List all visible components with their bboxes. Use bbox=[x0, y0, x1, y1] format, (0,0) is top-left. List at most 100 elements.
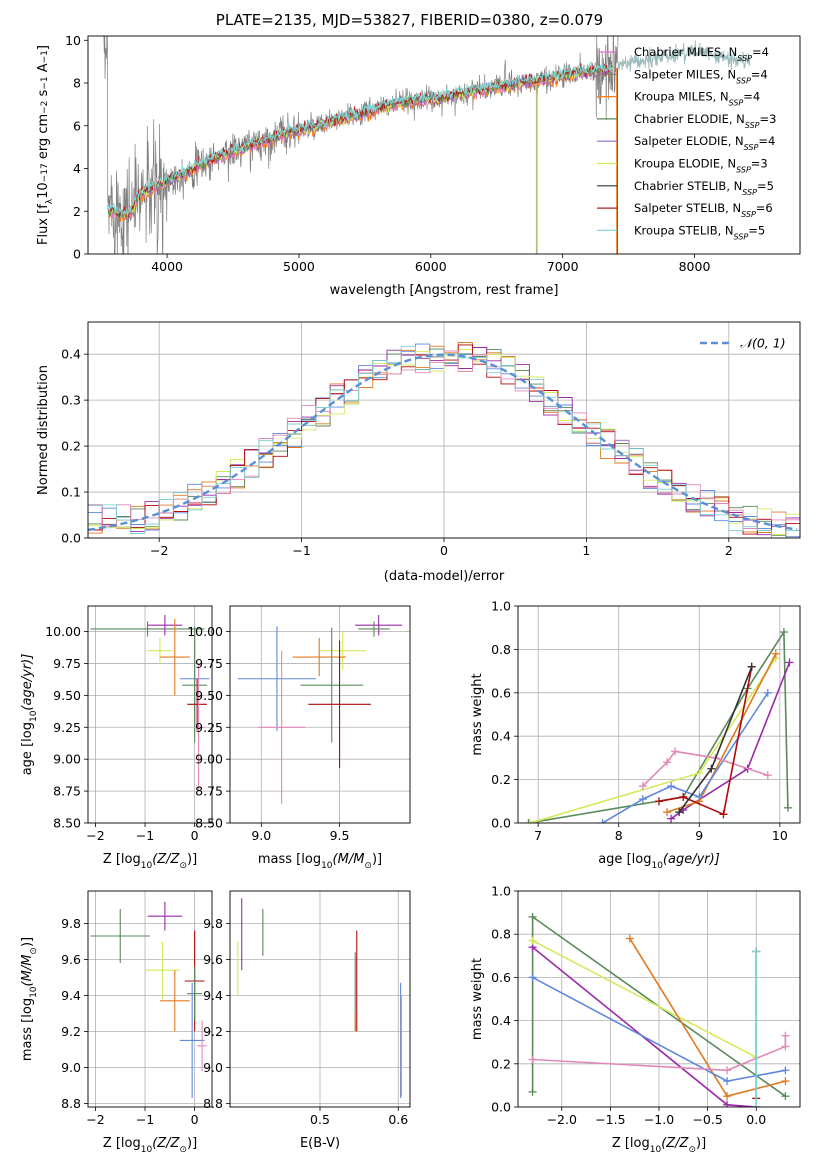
y-tick-label: 0.2 bbox=[491, 772, 511, 787]
errorbar-point bbox=[258, 650, 306, 804]
errorbar-point bbox=[292, 637, 346, 677]
data-point-marker bbox=[763, 771, 772, 780]
data-point-marker bbox=[752, 1103, 761, 1107]
histogram-series-1 bbox=[88, 342, 800, 538]
y-tick-label: 0.2 bbox=[491, 1056, 511, 1071]
errorbar-point bbox=[90, 621, 205, 637]
legend-entry: Kroupa STELIB, NSSP=5 bbox=[634, 223, 765, 241]
x-tick-label: 0.5 bbox=[310, 1112, 330, 1127]
data-point-marker bbox=[779, 628, 788, 637]
svg-text:mass [log10(M/M⊙)]: mass [log10(M/M⊙)] bbox=[258, 852, 382, 871]
y-tick-label: 0.4 bbox=[61, 347, 81, 362]
y-tick-label: 8.8 bbox=[61, 1096, 81, 1111]
data-point-marker bbox=[675, 808, 684, 817]
weight-series-yellow_fit bbox=[532, 939, 757, 1059]
model-spectrum-extension-line bbox=[617, 40, 751, 72]
y-axis-label: mass weight bbox=[470, 673, 485, 755]
y-tick-label: 10.00 bbox=[45, 624, 81, 639]
y-tick-label: 9.50 bbox=[53, 688, 81, 703]
y-tick-label: 0.4 bbox=[491, 1013, 511, 1028]
y-tick-label: 0 bbox=[73, 247, 81, 262]
errorbar-point bbox=[197, 1020, 208, 1071]
data-point-marker bbox=[781, 1092, 790, 1101]
y-tick-label: 0.1 bbox=[61, 485, 81, 500]
errorbar-point bbox=[147, 901, 183, 931]
y-tick-label: 4 bbox=[73, 161, 81, 176]
residual-histogram-panel: −2 −1 0 1 2 0.0 0.1 0.2 0.3 0.4 (data-model)/error… bbox=[36, 321, 801, 584]
y-tick-label: 10.00 bbox=[187, 624, 223, 639]
y-tick-label: 10 bbox=[65, 33, 81, 48]
data-point-marker bbox=[785, 658, 794, 667]
data-point-marker bbox=[667, 814, 676, 823]
data-point-marker bbox=[638, 795, 647, 804]
x-tick-label: 7 bbox=[534, 828, 542, 843]
y-tick-label: 0.3 bbox=[61, 393, 81, 408]
data-point-marker bbox=[679, 792, 688, 801]
svg-text:age [log10(age/yr)]: age [log10(age/yr)] bbox=[20, 654, 39, 776]
x-tick-label: 9 bbox=[695, 828, 703, 843]
data-point-marker bbox=[598, 819, 607, 823]
svg-text:age [log10(age/yr)]: age [log10(age/yr)] bbox=[598, 852, 720, 871]
x-tick-label: 10 bbox=[772, 828, 788, 843]
y-tick-label: 0.6 bbox=[491, 685, 511, 700]
y-tick-label: 9.4 bbox=[203, 988, 223, 1003]
errorbar-point bbox=[300, 627, 364, 743]
x-tick-label: 0.6 bbox=[388, 1112, 408, 1127]
data-point-marker bbox=[781, 1077, 790, 1086]
y-tick-label: 9.8 bbox=[203, 916, 223, 931]
data-point-marker bbox=[655, 797, 663, 806]
x-tick-label: −1 bbox=[136, 1112, 154, 1127]
y-tick-label: 8.50 bbox=[53, 816, 81, 831]
legend-entry: Kroupa MILES, NSSP=4 bbox=[634, 90, 760, 108]
y-tick-label: 9.2 bbox=[61, 1024, 81, 1039]
errorbar-point bbox=[182, 627, 208, 743]
errorbar-point bbox=[308, 640, 371, 769]
y-tick-label: 8.75 bbox=[53, 784, 81, 799]
y-tick-label: 0.8 bbox=[491, 642, 511, 657]
x-axis-label: wavelength [Angstrom, rest frame] bbox=[330, 283, 559, 298]
errorbar-point bbox=[147, 614, 183, 636]
y-axis-label: Normed distribution bbox=[36, 365, 51, 495]
y-tick-label: 8.75 bbox=[195, 784, 223, 799]
x-tick-label: −0.5 bbox=[692, 1112, 722, 1127]
legend-entry: Salpeter ELODIE, NSSP=4 bbox=[634, 134, 775, 152]
legend-entry: Salpeter MILES, NSSP=4 bbox=[634, 67, 768, 85]
errorbar-point bbox=[355, 614, 403, 636]
data-point-marker bbox=[526, 819, 535, 823]
x-tick-label: −2.0 bbox=[547, 1112, 577, 1127]
data-point-marker bbox=[783, 803, 792, 812]
x-tick-label: 0.0 bbox=[746, 1112, 766, 1127]
data-point-marker bbox=[781, 1066, 790, 1075]
y-axis-label: mass weight bbox=[470, 958, 485, 1040]
errorbar-point bbox=[193, 663, 204, 792]
x-tick-label: 5000 bbox=[283, 259, 315, 274]
weight-series-red_fit bbox=[658, 666, 753, 816]
mass-vs-extinction-panel: 0.5 0.6 8.8 9.0 9.2 9.4 9.6 9.8 E(B-V) bbox=[203, 890, 411, 1151]
y-tick-label: 9.0 bbox=[203, 1060, 223, 1075]
x-tick-label: 1 bbox=[582, 543, 590, 558]
data-point-marker bbox=[723, 1100, 732, 1107]
data-point-marker bbox=[747, 662, 756, 671]
errorbar-point bbox=[319, 631, 367, 670]
data-point-marker bbox=[528, 1055, 537, 1064]
y-tick-label: 9.8 bbox=[61, 916, 81, 931]
legend-entry: Kroupa ELODIE, NSSP=3 bbox=[634, 157, 768, 175]
errorbar-point bbox=[179, 982, 205, 1098]
y-tick-label: 9.00 bbox=[195, 752, 223, 767]
data-point-marker bbox=[695, 792, 704, 801]
age-vs-metallicity-panel: −2 −1 0 8.50 8.75 9.00 9.25 9.50 9.75 10.00 Z [log… bbox=[20, 605, 213, 871]
y-tick-label: 9.25 bbox=[195, 720, 223, 735]
y-tick-label: 9.6 bbox=[61, 952, 81, 967]
errorbar-point bbox=[159, 618, 190, 696]
svg-text:Z [log10(Z/Z⊙)]: Z [log10(Z/Z⊙)] bbox=[612, 1136, 706, 1155]
errorbar-point bbox=[358, 621, 390, 637]
svg-text:mass [log10(M/M⊙)]: mass [log10(M/M⊙)] bbox=[20, 937, 39, 1061]
y-tick-label: 9.50 bbox=[195, 688, 223, 703]
data-point-marker bbox=[695, 769, 704, 778]
y-tick-label: 9.00 bbox=[53, 752, 81, 767]
legend-entry: Salpeter STELIB, NSSP=6 bbox=[634, 201, 773, 219]
legend-entry: 𝒩(0, 1) bbox=[740, 336, 786, 351]
errorbar-point bbox=[159, 970, 190, 1032]
x-tick-label: 4000 bbox=[151, 259, 183, 274]
